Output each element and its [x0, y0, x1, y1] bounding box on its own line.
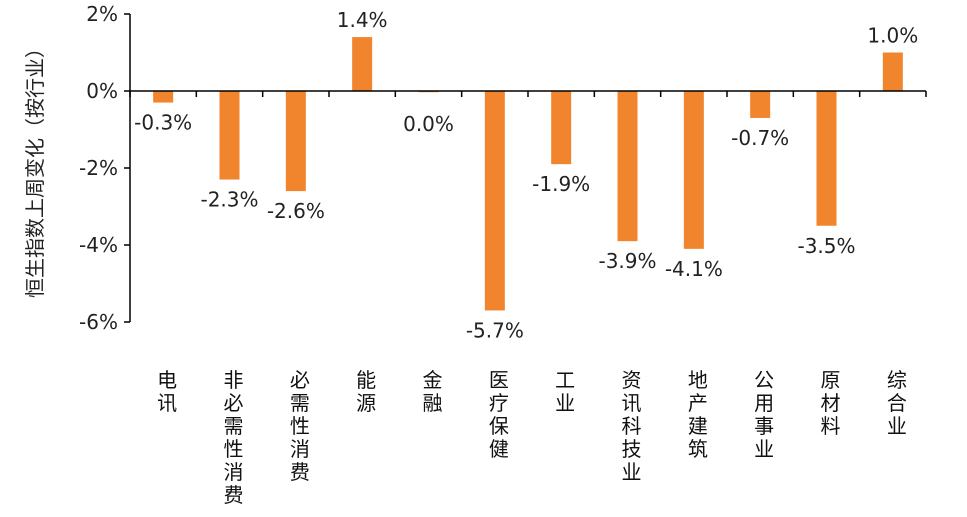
category-label: 工业 — [555, 368, 575, 415]
bar — [750, 91, 771, 118]
data-label: -2.3% — [200, 188, 258, 212]
y-tick-label: -6% — [79, 310, 118, 334]
category-label: 医疗保健 — [489, 368, 509, 461]
data-label: -0.3% — [134, 111, 192, 135]
category-label: 金融 — [423, 368, 443, 415]
category-label: 综合业 — [887, 368, 907, 438]
category-label: 公用事业 — [754, 368, 774, 461]
category-label: 资讯科技业 — [622, 368, 642, 484]
bar — [551, 91, 572, 165]
data-label: 1.0% — [867, 24, 918, 48]
bar — [617, 91, 638, 242]
y-tick-label: 0% — [86, 79, 118, 103]
category-label: 原材料 — [821, 368, 841, 438]
data-label: -3.5% — [797, 234, 855, 258]
data-label: -3.9% — [598, 249, 656, 273]
bar — [816, 91, 837, 226]
y-tick-label: 2% — [86, 2, 118, 26]
bar — [352, 37, 373, 91]
bar — [219, 91, 240, 180]
category-label: 必需性消费 — [290, 368, 310, 484]
category-label: 电讯 — [157, 368, 177, 415]
data-label: 1.4% — [337, 8, 388, 32]
bar — [285, 91, 306, 192]
bars — [153, 37, 903, 311]
data-label: -2.6% — [267, 199, 325, 223]
category-label: 非必需性消费 — [224, 368, 244, 507]
data-label: -1.9% — [532, 172, 590, 196]
bar — [882, 52, 903, 91]
category-label: 能源 — [356, 368, 376, 415]
data-label: -4.1% — [665, 257, 723, 281]
data-label: -5.7% — [466, 318, 524, 342]
bar — [683, 91, 704, 249]
y-axis-title: 恒生指数上周变化（按行业） — [23, 38, 47, 298]
y-axis: 2% 0% -2% -4% -6% — [79, 2, 131, 334]
y-tick-label: -4% — [79, 233, 118, 257]
data-label: 0.0% — [403, 112, 454, 136]
data-label: -0.7% — [731, 126, 789, 150]
x-axis — [129, 90, 927, 97]
data-labels: -0.3% -2.3% -2.6% 1.4% 0.0% -5.7% -1.9% -3.9% -4… — [134, 8, 918, 342]
bar — [484, 91, 505, 311]
y-tick-label: -2% — [79, 156, 118, 180]
bar — [153, 91, 174, 103]
category-label: 地产建筑 — [688, 368, 708, 461]
